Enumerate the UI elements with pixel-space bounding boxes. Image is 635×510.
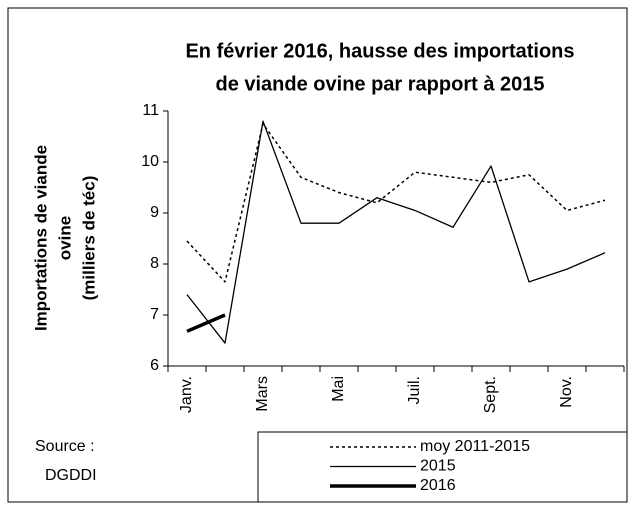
y-tick-label: 6: [150, 357, 159, 374]
series-line: [186, 120, 606, 344]
y-axis-title: Importations de viande ovine (milliers d…: [31, 145, 98, 331]
x-tick-label: Mai: [330, 376, 347, 402]
source-label: Source :: [35, 438, 95, 455]
x-tick-label: Janv.: [178, 376, 195, 413]
x-tick-label: Sept.: [482, 376, 499, 413]
y-tick-label: 9: [150, 204, 159, 221]
y-axis-title-line: ovine: [55, 216, 74, 260]
legend-label: 2016: [420, 477, 456, 494]
y-tick-label: 11: [142, 102, 159, 119]
x-tick-label: Mars: [254, 376, 271, 412]
y-axis-title-line: Importations de viande: [31, 145, 50, 331]
x-tick-label: Nov.: [558, 376, 575, 408]
y-axis-title-line: (milliers de téc): [79, 176, 98, 301]
y-tick-label: 8: [150, 255, 159, 272]
source-value: DGDDI: [45, 467, 97, 484]
x-tick-label: Juil.: [406, 376, 423, 404]
series-line: [186, 313, 226, 333]
y-tick-label: 7: [150, 306, 159, 323]
chart-title: En février 2016, hausse des importations: [185, 40, 574, 62]
legend-box: [257, 431, 628, 503]
y-tick-label: 10: [141, 153, 159, 170]
series-line: [186, 123, 606, 283]
legend-label: 2015: [420, 458, 456, 475]
chart-title: de viande ovine par rapport à 2015: [215, 73, 544, 95]
legend-label: moy 2011-2015: [420, 438, 530, 455]
